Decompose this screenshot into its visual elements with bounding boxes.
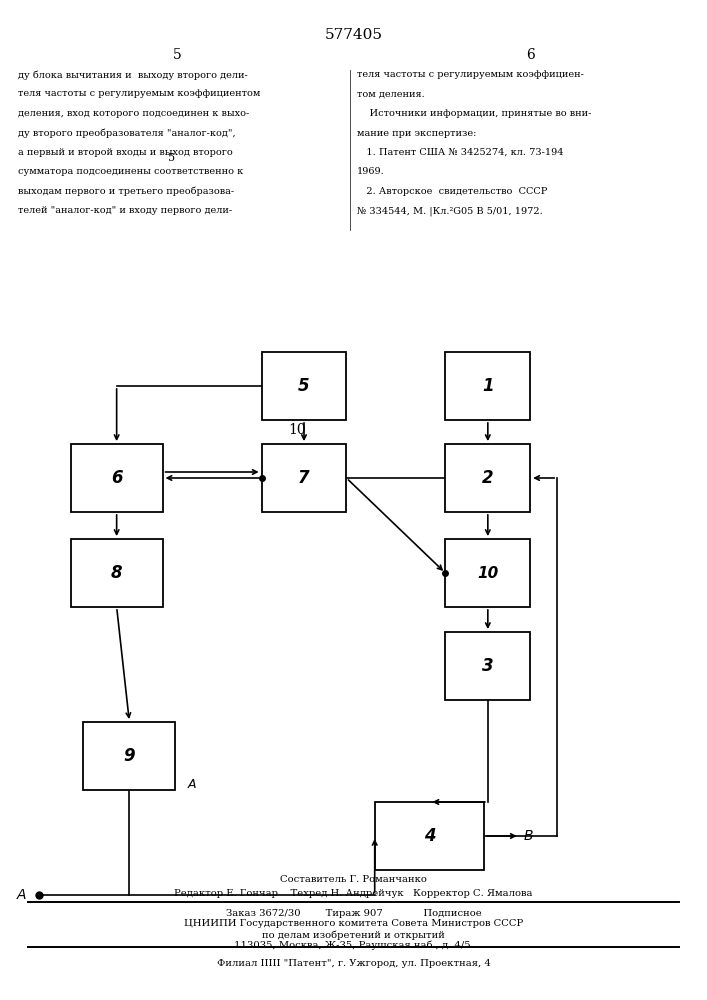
Text: 5: 5 [298,377,310,395]
Text: B: B [523,829,533,843]
Text: 113035, Москва, Ж-35, Раушская наб., д. 4/5.: 113035, Москва, Ж-35, Раушская наб., д. … [233,940,474,950]
Text: мание при экспертизе:: мание при экспертизе: [357,128,477,137]
Text: 1: 1 [482,377,493,395]
Bar [71,444,163,512]
Text: ду блока вычитания и  выходу второго дели-: ду блока вычитания и выходу второго дели… [18,70,247,80]
Text: 1969.: 1969. [357,167,385,176]
Text: 9: 9 [124,747,135,765]
Bar [445,539,530,607]
Text: 6: 6 [526,48,534,62]
Bar [71,539,163,607]
Text: Редактор Е. Гончар    Техред Н. Андрейчук   Корректор С. Ямалова: Редактор Е. Гончар Техред Н. Андрейчук К… [174,888,533,898]
Text: 2. Авторское  свидетельство  СССР: 2. Авторское свидетельство СССР [357,187,547,196]
Text: Составитель Г. Романчанко: Составитель Г. Романчанко [280,876,427,884]
Bar [262,352,346,420]
Text: 10: 10 [288,423,305,437]
Text: том деления.: том деления. [357,89,425,98]
Bar [375,802,484,870]
Bar [83,722,175,790]
Text: 8: 8 [111,564,122,582]
Text: 7: 7 [298,469,310,487]
Text: а первый и второй входы и выход второго: а первый и второй входы и выход второго [18,148,233,157]
Text: теля частоты с регулируемым коэффициен-: теля частоты с регулируемым коэффициен- [357,70,584,79]
Bar [445,444,530,512]
Text: A: A [188,778,197,792]
Text: телей "аналог-код" и входу первого дели-: телей "аналог-код" и входу первого дели- [18,206,232,215]
Text: ду второго преобразователя "аналог-код",: ду второго преобразователя "аналог-код", [18,128,235,138]
Text: Заказ 3672/30        Тираж 907             Подписное: Заказ 3672/30 Тираж 907 Подписное [226,908,481,918]
Text: 577405: 577405 [325,28,382,42]
Text: 5: 5 [168,153,175,163]
Bar [262,444,346,512]
Text: 2: 2 [482,469,493,487]
Text: деления, вход которого подсоединен к выхо-: деления, вход которого подсоединен к вых… [18,109,249,118]
Text: выходам первого и третьего преобразова-: выходам первого и третьего преобразова- [18,187,234,196]
Text: Филиал IIIII "Патент", г. Ужгород, ул. Проектная, 4: Филиал IIIII "Патент", г. Ужгород, ул. П… [216,960,491,968]
Bar [445,632,530,700]
Text: 6: 6 [111,469,122,487]
Text: теля частоты с регулируемым коэффициентом: теля частоты с регулируемым коэффициенто… [18,89,260,98]
Bar [445,352,530,420]
Text: 5: 5 [173,48,181,62]
Text: 3: 3 [482,657,493,675]
Text: A: A [16,888,26,902]
Text: 4: 4 [423,827,436,845]
Text: по делам изобретений и открытий: по делам изобретений и открытий [262,930,445,940]
Text: ЦНИИПИ Государственного комитета Совета Министров СССР: ЦНИИПИ Государственного комитета Совета … [184,920,523,928]
Text: № 334544, М. |Кл.²G05 В 5/01, 1972.: № 334544, М. |Кл.²G05 В 5/01, 1972. [357,206,543,216]
Text: сумматора подсоединены соответственно к: сумматора подсоединены соответственно к [18,167,243,176]
Text: 1. Патент США № 3425274, кл. 73-194: 1. Патент США № 3425274, кл. 73-194 [357,148,563,157]
Text: 10: 10 [477,565,498,580]
Text: Источники информации, принятые во вни-: Источники информации, принятые во вни- [357,109,592,118]
